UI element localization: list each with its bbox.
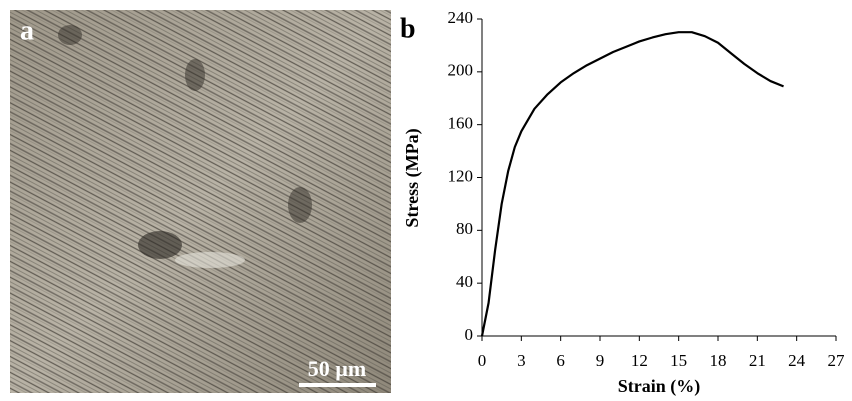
x-tick-label: 6: [556, 351, 565, 370]
y-tick-label: 40: [456, 272, 473, 291]
x-tick-label: 9: [596, 351, 605, 370]
panel-label: a: [20, 15, 34, 46]
y-tick-label: 80: [456, 219, 473, 238]
x-tick-label: 18: [710, 351, 727, 370]
y-tick-label: 0: [465, 325, 474, 344]
y-axis-label: Stress (MPa): [402, 128, 423, 227]
defect: [175, 252, 245, 268]
defect: [58, 25, 82, 45]
x-tick-label: 15: [670, 351, 687, 370]
x-axis-label: Strain (%): [618, 376, 701, 397]
x-tick-label: 12: [631, 351, 648, 370]
defect: [185, 59, 205, 91]
x-tick-label: 24: [788, 351, 806, 370]
y-tick-label: 160: [448, 114, 474, 133]
y-tick-label: 240: [448, 8, 474, 27]
y-tick-label: 200: [448, 61, 474, 80]
defect: [288, 187, 312, 223]
panel-label: b: [400, 13, 416, 44]
x-tick-label: 27: [828, 351, 846, 370]
x-tick-label: 3: [517, 351, 526, 370]
micrograph: a 50 µm: [10, 10, 391, 393]
y-tick-label: 120: [448, 166, 474, 185]
x-tick-label: 21: [749, 351, 766, 370]
plot: 0 40 80 120 160 200 240 0 3 6 9 12 15 18 21 24 27: [448, 8, 846, 370]
scale-bar: [299, 383, 376, 387]
defect: [138, 231, 182, 259]
stress-strain-curve: [480, 31, 784, 337]
scale-bar-label: 50 µm: [308, 356, 367, 381]
x-tick-label: 0: [478, 351, 487, 370]
